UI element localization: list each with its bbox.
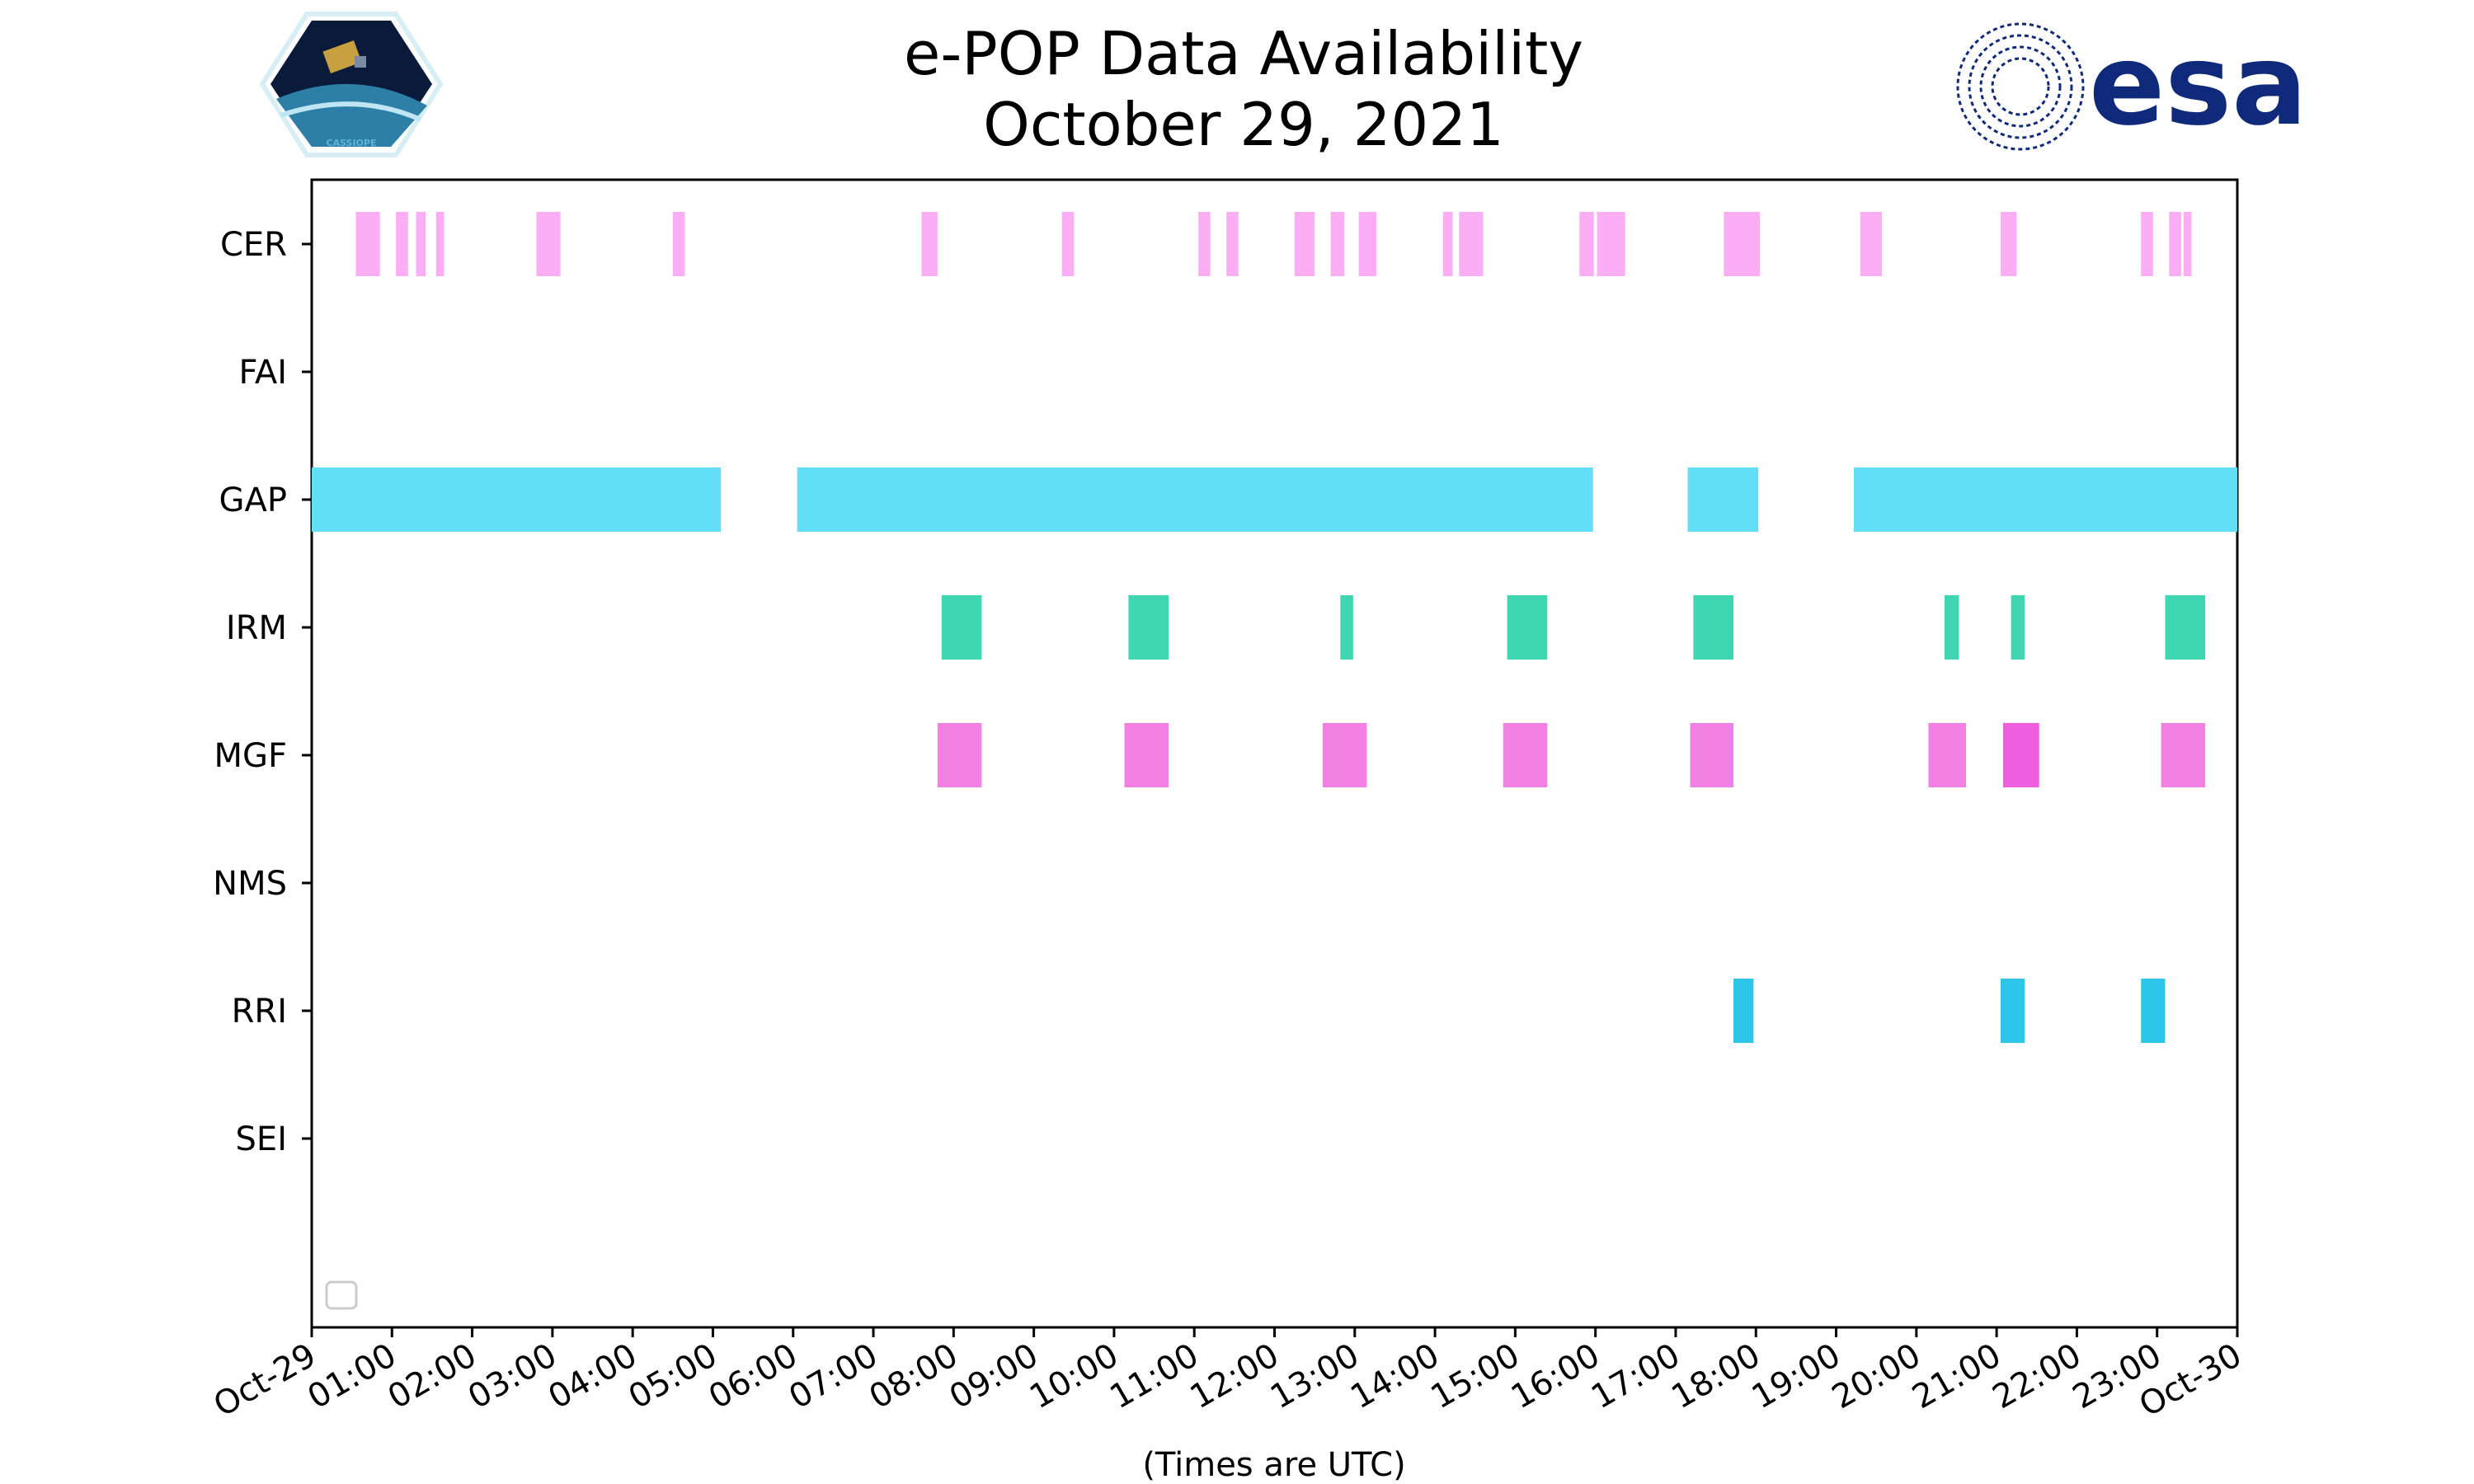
bar-cer (1597, 212, 1625, 276)
bar-cer (435, 212, 444, 276)
bar-cer (1061, 212, 1075, 276)
bar-rri (2000, 979, 2025, 1043)
bars-group (312, 212, 2237, 1043)
x-axis-label: (Times are UTC) (1142, 1446, 1405, 1484)
x-tick-label: 06:00 (703, 1336, 804, 1416)
x-tick-label: 22:00 (1987, 1336, 2088, 1416)
bar-cer (1860, 212, 1882, 276)
bar-irm (941, 595, 982, 660)
bar-rri (1733, 979, 1754, 1043)
y-tick-label-gap: GAP (219, 481, 287, 519)
bar-cer (1294, 212, 1315, 276)
x-axis: Oct-2901:0002:0003:0004:0005:0006:0007:0… (208, 1327, 2248, 1425)
bar-gap (1853, 467, 2237, 532)
chart-subtitle: October 29, 2021 (983, 90, 1504, 159)
bar-cer (1330, 212, 1345, 276)
y-tick-label-rri: RRI (232, 993, 287, 1031)
bar-mgf (1690, 723, 1734, 787)
cassiope-logo: CASSIOPE (259, 12, 444, 157)
bar-irm (1944, 595, 1959, 660)
bar-cer (396, 212, 408, 276)
bar-mgf (1124, 723, 1169, 787)
y-tick-label-fai: FAI (239, 354, 288, 392)
x-tick-label: 20:00 (1826, 1336, 1927, 1416)
esa-logo-text: esa (2089, 21, 2307, 151)
bar-irm (1128, 595, 1169, 660)
bar-irm (2165, 595, 2206, 660)
esa-logo: esa (1956, 21, 2307, 151)
bar-cer (2183, 212, 2192, 276)
bar-cer (1724, 212, 1761, 276)
bar-cer (1442, 212, 1453, 276)
x-tick-label: 16:00 (1505, 1336, 1606, 1416)
x-tick-label: 17:00 (1585, 1336, 1686, 1416)
bar-irm (1340, 595, 1353, 660)
bar-mgf (1503, 723, 1548, 787)
bar-irm (1693, 595, 1734, 660)
y-tick-label-sei: SEI (236, 1120, 287, 1158)
bar-cer (1459, 212, 1484, 276)
x-tick-label: 18:00 (1665, 1336, 1766, 1416)
x-tick-label: 03:00 (462, 1336, 563, 1416)
legend-box (325, 1280, 358, 1310)
x-tick-label: 02:00 (382, 1336, 483, 1416)
x-tick-label: 09:00 (943, 1336, 1045, 1416)
x-tick-label: 13:00 (1264, 1336, 1366, 1416)
bar-cer (536, 212, 561, 276)
y-tick-label-irm: IRM (226, 609, 287, 647)
bar-gap (797, 467, 1593, 532)
x-tick-label: 05:00 (623, 1336, 724, 1416)
bar-cer (1226, 212, 1239, 276)
bar-cer (2141, 212, 2153, 276)
x-tick-label: Oct-29 (208, 1336, 322, 1425)
bar-cer (416, 212, 426, 276)
bar-cer (2169, 212, 2181, 276)
x-tick-label: 08:00 (863, 1336, 964, 1416)
bar-irm (2011, 595, 2025, 660)
y-tick-label-mgf: MGF (214, 737, 287, 775)
x-tick-label: 11:00 (1103, 1336, 1205, 1416)
bar-cer (1579, 212, 1594, 276)
chart-title: e-POP Data Availability (904, 19, 1583, 88)
x-tick-label: 15:00 (1425, 1336, 1526, 1416)
bar-rri (2141, 979, 2166, 1043)
bar-mgf (2002, 723, 2039, 787)
cassiope-logo-text: CASSIOPE (327, 138, 377, 148)
bar-irm (1507, 595, 1548, 660)
bar-cer (1198, 212, 1211, 276)
bar-cer (1358, 212, 1377, 276)
y-tick-label-nms: NMS (213, 865, 287, 903)
x-tick-label: 14:00 (1344, 1336, 1446, 1416)
x-tick-label: 10:00 (1023, 1336, 1125, 1416)
bar-mgf (1322, 723, 1367, 787)
bar-mgf (2161, 723, 2206, 787)
bar-cer (921, 212, 938, 276)
bar-cer (672, 212, 685, 276)
x-tick-label: 07:00 (783, 1336, 884, 1416)
x-tick-label: 04:00 (542, 1336, 643, 1416)
bar-cer (2000, 212, 2017, 276)
bar-gap (1687, 467, 1759, 532)
x-tick-label: 19:00 (1746, 1336, 1847, 1416)
bar-cer (355, 212, 380, 276)
bar-mgf (1928, 723, 1967, 787)
x-tick-label: 12:00 (1184, 1336, 1286, 1416)
y-axis: CER FAI GAP IRM MGF NMS RRI SEI (213, 226, 312, 1158)
y-tick-label-cer: CER (220, 226, 287, 264)
x-tick-label: 21:00 (1906, 1336, 2007, 1416)
bar-gap (312, 467, 722, 532)
bar-mgf (937, 723, 982, 787)
x-tick-label: 01:00 (301, 1336, 402, 1416)
